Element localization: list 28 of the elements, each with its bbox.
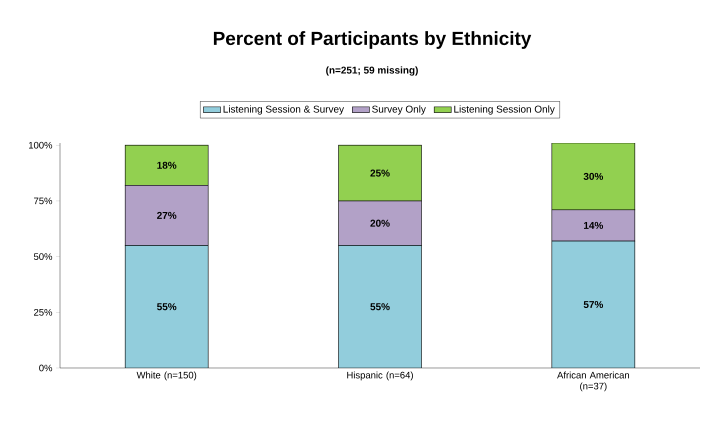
data-label: 55% xyxy=(157,303,176,310)
y-tick-label: 0% xyxy=(39,364,52,372)
data-label: 55% xyxy=(370,303,390,310)
y-tick-label: 25% xyxy=(34,308,52,316)
bar xyxy=(125,245,208,368)
chart-subtitle: (n=251; 59 missing) xyxy=(326,66,418,76)
y-tick-label: 50% xyxy=(34,253,52,260)
bar xyxy=(338,144,422,202)
data-label: 14% xyxy=(584,222,604,229)
bar xyxy=(124,144,208,186)
data-label: 27% xyxy=(157,212,176,219)
bar xyxy=(552,142,636,210)
data-label: 18% xyxy=(157,162,176,169)
legend-label: Listening Session Only xyxy=(454,105,555,115)
x-tick-label: White (n=150) xyxy=(136,372,196,380)
x-tick-label: African American (n=37) xyxy=(557,372,630,392)
y-tick-label: 100% xyxy=(28,142,52,149)
data-label: 30% xyxy=(584,172,604,180)
bar xyxy=(552,240,636,368)
x-tick-label: Hispanic (n=64) xyxy=(347,372,413,380)
data-label: 25% xyxy=(370,170,390,177)
data-label: 57% xyxy=(584,300,604,308)
data-label: 20% xyxy=(370,220,390,227)
chart-title: Percent of Participants by Ethnicity xyxy=(214,31,532,49)
legend-label: Survey Only xyxy=(372,105,426,115)
legend-label: Listening Session & Survey xyxy=(224,105,344,115)
y-tick-label: 75% xyxy=(34,198,52,204)
bar xyxy=(338,245,422,368)
